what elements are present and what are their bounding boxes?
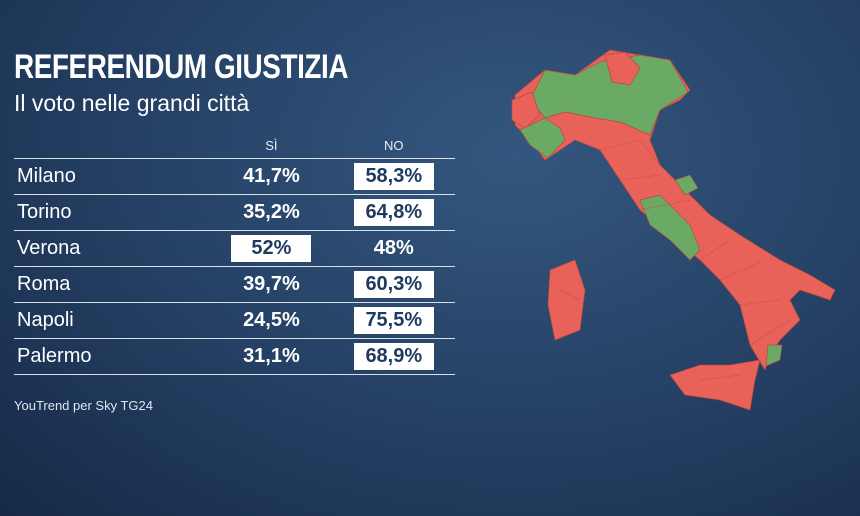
row: Palermo 31,1% 68,9% (14, 338, 455, 375)
row: Torino 35,2% 64,8% (14, 194, 455, 231)
source: YouTrend per Sky TG24 (14, 398, 153, 413)
column-header: NO (384, 137, 404, 153)
title: REFERENDUM GIUSTIZIA (14, 48, 349, 86)
city: Milano (14, 158, 211, 195)
no-value: 64,8% (353, 199, 434, 226)
results-table: SÌ NO Milano 41,7% 58,3% Torino 35,2% 64,8% … (14, 132, 455, 375)
no-value: 58,3% (353, 163, 434, 190)
east-green (674, 174, 699, 196)
row: Milano 41,7% 58,3% (14, 158, 455, 195)
no-value: 60,3% (353, 271, 434, 298)
row: Verona 52% 48% (14, 230, 455, 267)
yes-value: 35,2% (243, 201, 300, 223)
sicily (669, 359, 761, 411)
sardinia (547, 259, 586, 341)
row: Roma 39,7% 60,3% (14, 266, 455, 303)
center-green (639, 194, 701, 261)
yes-value: 41,7% (243, 165, 300, 187)
region-lines (559, 139, 791, 381)
no-value: 75,5% (353, 307, 434, 334)
no-value: 68,9% (353, 343, 434, 370)
city: Roma (14, 266, 211, 303)
city: Napoli (14, 302, 211, 339)
city: Palermo (14, 338, 211, 375)
subtitle: Il voto nelle grandi città (14, 90, 250, 116)
northwest-green (519, 117, 566, 159)
yes-value: 31,1% (243, 345, 300, 367)
no-value: 48% (373, 237, 414, 259)
city: Verona (14, 230, 211, 267)
calabria-green (765, 344, 783, 367)
row: Napoli 24,5% 75,5% (14, 302, 455, 339)
yes-value: 52% (231, 235, 312, 262)
city: Torino (14, 194, 211, 231)
yes-value: 24,5% (243, 309, 300, 331)
yes-value: 39,7% (243, 273, 300, 295)
north-red (604, 51, 641, 86)
northwest-red (511, 91, 541, 129)
column-header: SÌ (265, 137, 278, 153)
header-row: SÌ NO (14, 132, 455, 159)
